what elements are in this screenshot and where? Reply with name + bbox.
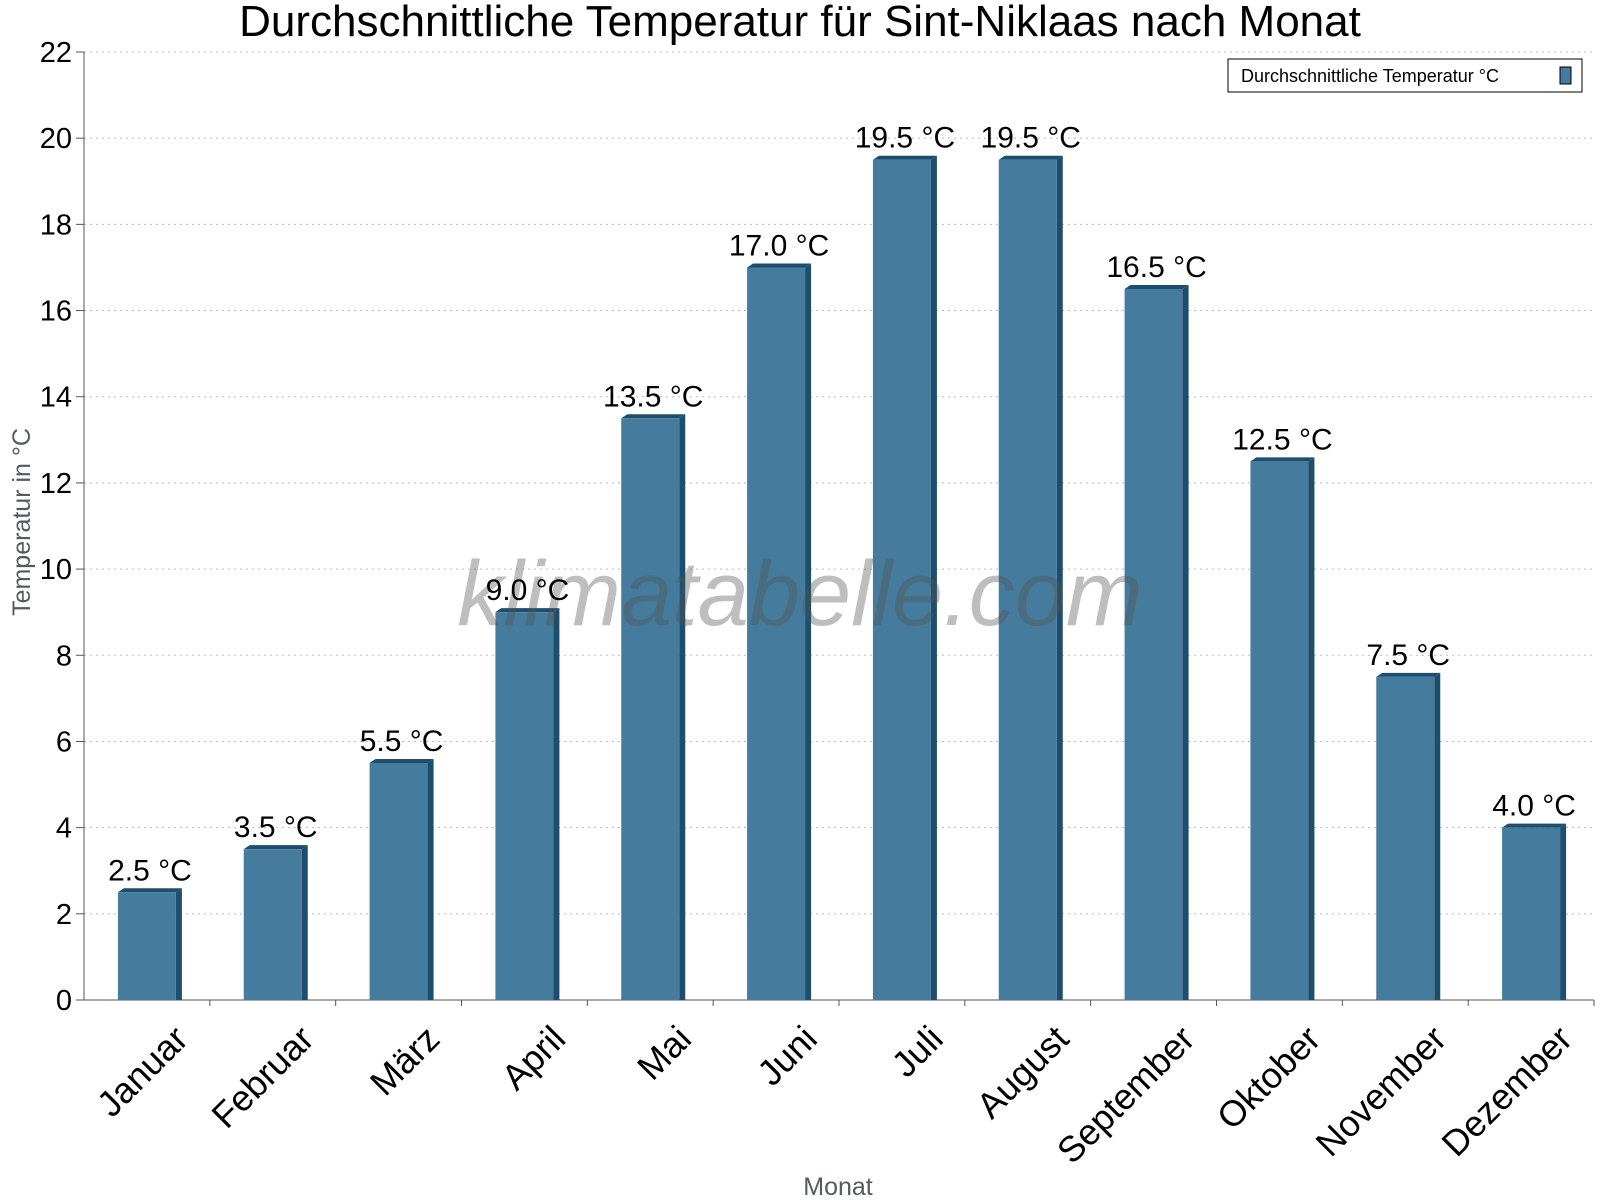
value-label: 13.5 °C	[603, 380, 703, 413]
x-tick-label: November	[1308, 1018, 1454, 1164]
x-tick-label: Januar	[89, 1018, 196, 1125]
bar-side	[301, 845, 308, 1000]
bar-side	[175, 888, 182, 1000]
x-tick-label: Juli	[883, 1018, 950, 1085]
bar-juli	[872, 155, 937, 1000]
y-tick-labels: 0 2 4 6 8 10 12 14 16 18 20 22	[40, 37, 72, 1017]
bar	[621, 418, 680, 1001]
legend-swatch	[1559, 66, 1572, 85]
value-label: 7.5 °C	[1366, 639, 1450, 672]
bar	[998, 159, 1057, 1000]
y-tick-label: 18	[40, 209, 72, 241]
x-tick-label: Oktober	[1209, 1018, 1329, 1138]
bar	[243, 849, 302, 1000]
bar-mai	[621, 414, 686, 1001]
y-tick-label: 0	[56, 985, 72, 1017]
value-label: 5.5 °C	[360, 725, 444, 758]
bar-top	[998, 155, 1063, 160]
y-tick-label: 22	[40, 37, 72, 69]
bar-top	[747, 263, 812, 268]
bar-februar	[243, 845, 308, 1000]
bar-side	[1434, 672, 1441, 1000]
bar-side	[1560, 823, 1567, 1000]
x-tick-labels: Januar Februar März April Mai Juni Juli AugustS…	[89, 1018, 1580, 1172]
value-label: 16.5 °C	[1106, 251, 1206, 284]
bar	[369, 763, 428, 1000]
x-tick-label: August	[968, 1018, 1076, 1126]
bar-side	[553, 608, 560, 1000]
bar	[747, 267, 806, 1000]
chart-title: Durchschnittliche Temperatur für Sint-Ni…	[239, 0, 1361, 46]
y-tick-label: 8	[56, 640, 72, 672]
grid-lines	[84, 51, 1594, 915]
bar-side	[427, 759, 434, 1000]
legend-box	[1227, 58, 1583, 93]
value-labels: 2.5 °C 3.5 °C 5.5 °C 9.0 °C 13.5 °C 17.0 °C 19…	[108, 122, 1576, 888]
y-tick-label: 6	[56, 726, 72, 758]
bar-august	[998, 155, 1063, 1000]
bar	[117, 892, 176, 1000]
bar-side	[1056, 155, 1063, 1000]
bar-januar	[117, 888, 182, 1000]
bar	[1376, 676, 1435, 1000]
y-tick-label: 14	[40, 382, 72, 414]
bars	[117, 155, 1567, 1001]
y-tick-label: 4	[56, 813, 72, 845]
y-axis-label: Temperatur in °C	[8, 428, 36, 616]
watermark: klimatabelle.com	[457, 543, 1142, 645]
value-label: 19.5 °C	[855, 122, 955, 155]
bar-side	[1308, 457, 1315, 1000]
bar	[1502, 827, 1561, 1000]
bar	[495, 612, 554, 1000]
value-label: 4.0 °C	[1492, 790, 1576, 823]
bar-märz	[369, 759, 434, 1000]
bar-oktober	[1250, 457, 1315, 1000]
value-label: 12.5 °C	[1232, 423, 1332, 456]
y-tick-label: 16	[40, 296, 72, 328]
bar-side	[930, 155, 937, 1000]
x-tick-label: Dezember	[1433, 1018, 1579, 1164]
bar-top	[117, 888, 182, 893]
bar-top	[1502, 823, 1567, 828]
bar-dezember	[1502, 823, 1567, 1000]
bar-april	[495, 608, 560, 1000]
y-tick-label: 2	[56, 899, 72, 931]
bar-side	[1182, 285, 1189, 1000]
bar-top	[621, 414, 686, 419]
bar-top	[1250, 457, 1315, 462]
value-label: 19.5 °C	[981, 122, 1081, 155]
bar-juni	[747, 263, 812, 1000]
bar	[1250, 461, 1309, 1000]
bar-september	[1124, 285, 1189, 1000]
x-axis-label: Monat	[803, 1173, 873, 1200]
bar-side	[805, 263, 812, 1000]
bar-november	[1376, 672, 1441, 1000]
legend: Durchschnittliche Temperatur °C	[1227, 58, 1583, 93]
bar-side	[679, 414, 686, 1001]
x-tick-label: April	[493, 1018, 573, 1098]
legend-label: Durchschnittliche Temperatur °C	[1241, 66, 1499, 86]
y-tick-label: 20	[40, 123, 72, 155]
bar-top	[1124, 285, 1189, 289]
y-tick-label: 10	[40, 554, 72, 586]
bar-top	[495, 608, 560, 613]
x-tick-label: Juni	[749, 1018, 825, 1094]
y-tick-label: 12	[40, 468, 72, 500]
value-label: 2.5 °C	[108, 854, 192, 887]
bar	[872, 159, 931, 1000]
bar-top	[872, 155, 937, 160]
bar-top	[369, 759, 434, 763]
value-label: 17.0 °C	[729, 229, 829, 262]
axes	[76, 51, 1595, 1006]
x-tick-label: September	[1049, 1018, 1203, 1172]
value-label: 3.5 °C	[234, 811, 318, 844]
bar-top	[1376, 672, 1441, 677]
x-tick-label: Februar	[203, 1018, 321, 1136]
x-tick-label: Mai	[629, 1018, 699, 1088]
bar-top	[243, 845, 308, 850]
value-label: 9.0 °C	[486, 574, 570, 607]
bar	[1124, 289, 1183, 1000]
x-tick-label: März	[362, 1018, 448, 1104]
